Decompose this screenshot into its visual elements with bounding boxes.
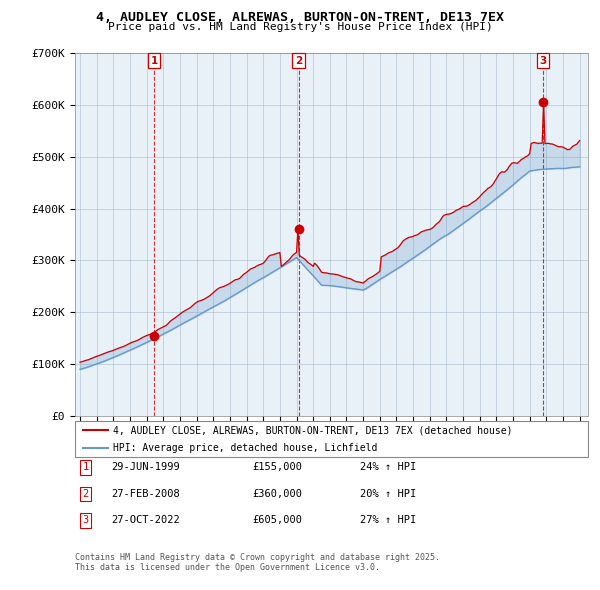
Text: 27-FEB-2008: 27-FEB-2008 [111,489,180,499]
Text: 4, AUDLEY CLOSE, ALREWAS, BURTON-ON-TRENT, DE13 7EX: 4, AUDLEY CLOSE, ALREWAS, BURTON-ON-TREN… [96,11,504,24]
Text: 20% ↑ HPI: 20% ↑ HPI [360,489,416,499]
Text: This data is licensed under the Open Government Licence v3.0.: This data is licensed under the Open Gov… [75,563,380,572]
Text: 2: 2 [295,56,302,66]
Text: 27-OCT-2022: 27-OCT-2022 [111,516,180,525]
Text: £360,000: £360,000 [252,489,302,499]
Text: 3: 3 [83,516,89,525]
Text: £155,000: £155,000 [252,463,302,472]
Text: Price paid vs. HM Land Registry's House Price Index (HPI): Price paid vs. HM Land Registry's House … [107,22,493,32]
Text: 24% ↑ HPI: 24% ↑ HPI [360,463,416,472]
Text: 27% ↑ HPI: 27% ↑ HPI [360,516,416,525]
Text: 1: 1 [83,463,89,472]
Text: 3: 3 [539,56,547,66]
Text: 1: 1 [151,56,158,66]
Text: 29-JUN-1999: 29-JUN-1999 [111,463,180,472]
FancyBboxPatch shape [75,421,588,457]
Text: 4, AUDLEY CLOSE, ALREWAS, BURTON-ON-TRENT, DE13 7EX (detached house): 4, AUDLEY CLOSE, ALREWAS, BURTON-ON-TREN… [113,425,513,435]
Text: £605,000: £605,000 [252,516,302,525]
Text: HPI: Average price, detached house, Lichfield: HPI: Average price, detached house, Lich… [113,442,378,453]
Text: 2: 2 [83,489,89,499]
Text: Contains HM Land Registry data © Crown copyright and database right 2025.: Contains HM Land Registry data © Crown c… [75,553,440,562]
